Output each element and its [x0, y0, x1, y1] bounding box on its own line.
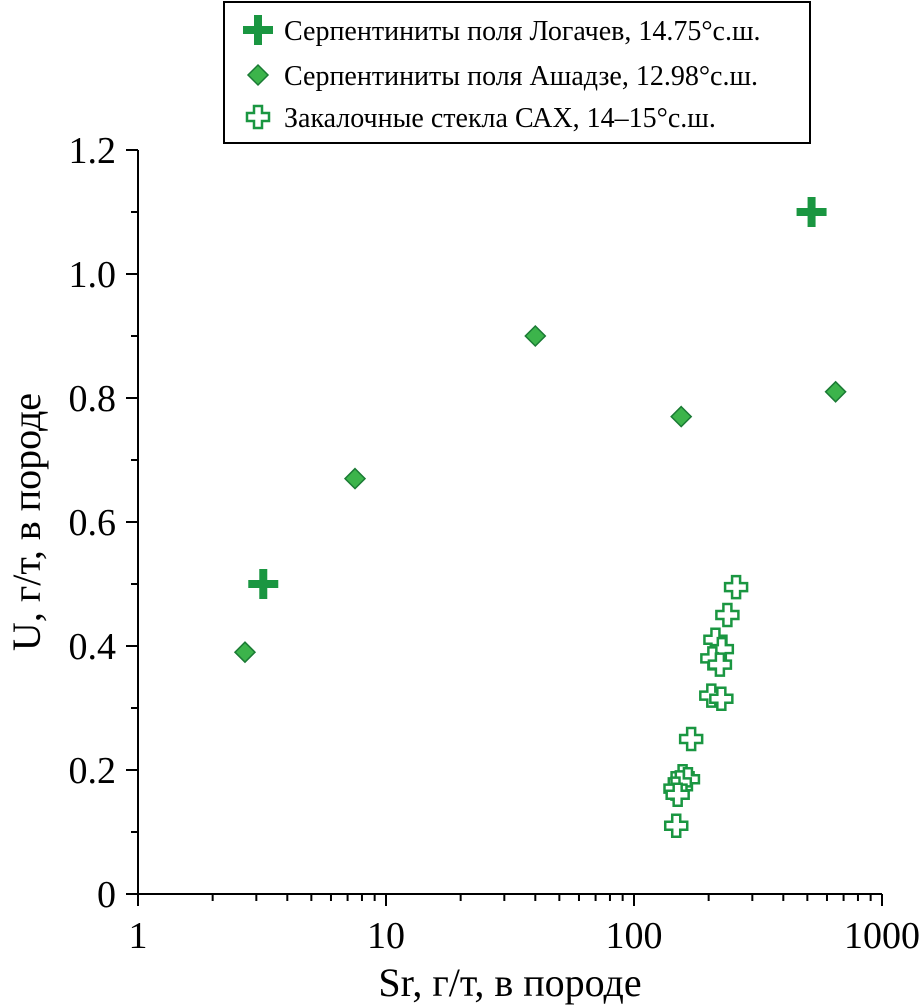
y-tick-label: 1.0 [69, 254, 117, 296]
x-tick-label: 10 [367, 915, 405, 957]
x-axis-title: Sr, г/т, в породе [378, 960, 641, 1005]
legend-marker-2 [246, 63, 270, 87]
data-point-series-3 [678, 726, 704, 752]
legend-label-2: Серпентиниты поля Ашадзе, 12.98°с.ш. [284, 61, 758, 92]
data-point-series-1 [248, 569, 279, 599]
y-axis-title: U, г/т, в породе [4, 393, 49, 651]
x-tick-label: 100 [606, 915, 663, 957]
y-tick-label: 0.2 [69, 750, 117, 792]
legend-marker-1 [243, 15, 273, 45]
legend-marker-3 [245, 104, 271, 130]
data-point-series-3 [715, 602, 740, 628]
y-tick-label: 0.6 [69, 502, 117, 544]
legend-box [223, 1, 811, 144]
legend-label-1: Серпентиниты поля Логачев, 14.75°с.ш. [284, 16, 761, 47]
data-point-series-2 [524, 324, 547, 348]
data-point-series-2 [233, 641, 257, 664]
data-point-series-2 [824, 380, 847, 403]
legend-label-3: Закалочные стекла САХ, 14–15°с.ш. [284, 103, 716, 134]
data-point-series-2 [670, 405, 693, 428]
data-marks [233, 197, 847, 839]
data-point-series-2 [343, 467, 367, 490]
data-point-series-3 [707, 652, 733, 677]
y-tick-label: 0.4 [69, 626, 117, 668]
data-point-series-3 [663, 813, 689, 839]
y-tick-label: 0 [97, 874, 116, 916]
data-point-series-3 [723, 574, 749, 600]
legend: Серпентиниты поля Логачев, 14.75°с.ш. Сер… [223, 1, 811, 144]
axes: 0 0.2 0.4 0.6 0.8 1.0 1.2 1 10 100 1000 [69, 130, 921, 957]
data-point-series-1 [796, 197, 827, 227]
y-tick-label: 0.8 [69, 378, 117, 420]
data-point-series-3 [709, 686, 734, 711]
y-tick-label: 1.2 [69, 130, 117, 172]
x-tick-label: 1 [129, 915, 148, 957]
x-tick-label: 1000 [844, 915, 920, 957]
data-point-series-3 [665, 782, 690, 808]
